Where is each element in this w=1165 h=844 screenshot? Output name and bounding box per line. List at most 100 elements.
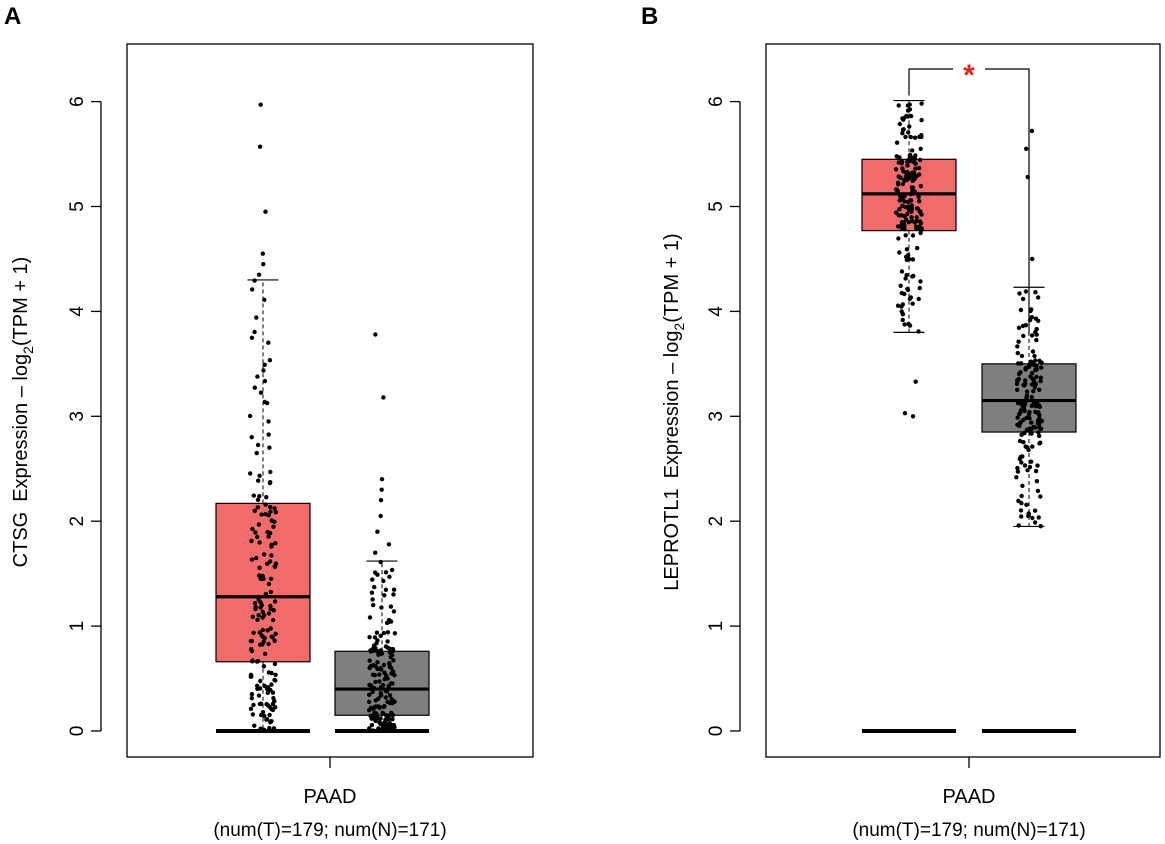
sample-point — [1034, 367, 1039, 372]
sample-point — [377, 679, 382, 684]
y-tick-label: 3 — [706, 411, 727, 422]
sample-point — [906, 130, 911, 135]
sample-point — [380, 710, 385, 715]
sample-point — [370, 689, 375, 695]
panel-a-label: A — [4, 3, 21, 30]
sample-point — [269, 634, 274, 639]
sample-point — [385, 639, 390, 644]
sample-point — [1027, 426, 1033, 431]
sample-point — [1037, 404, 1043, 409]
sample-point — [905, 114, 910, 119]
sample-point — [266, 670, 272, 675]
sample-point — [1026, 513, 1032, 518]
sample-point — [256, 522, 262, 527]
sample-point — [915, 206, 920, 211]
panel-a-y-sub: 2 — [20, 346, 36, 354]
panel-b-x-category: PAAD — [943, 786, 996, 808]
sample-point — [910, 257, 916, 262]
sample-point — [1022, 408, 1027, 413]
sample-point — [1022, 381, 1028, 386]
sample-point — [1017, 438, 1023, 444]
sample-point — [908, 134, 913, 140]
sample-point — [900, 166, 905, 171]
sample-point — [266, 534, 271, 539]
sample-point — [255, 374, 260, 379]
box-normal — [981, 363, 1077, 433]
sample-point — [249, 335, 255, 340]
sample-point — [1018, 361, 1024, 366]
sample-point — [261, 664, 267, 669]
sample-point — [907, 124, 912, 129]
sample-point — [265, 628, 270, 633]
sample-point — [377, 672, 382, 677]
sample-point — [1034, 374, 1039, 379]
sample-point — [272, 599, 278, 604]
panel-a-x-subtitle: (num(T)=179; num(N)=171) — [213, 820, 446, 841]
sample-point — [902, 227, 907, 232]
outlier-point — [1030, 256, 1035, 262]
sample-point — [383, 695, 388, 700]
sample-point — [270, 690, 276, 695]
sample-point — [900, 317, 905, 323]
sample-point — [259, 512, 264, 517]
sample-point — [370, 728, 376, 733]
sample-point — [266, 432, 271, 437]
sample-point — [265, 717, 270, 722]
sample-point — [391, 587, 397, 592]
sample-point — [900, 312, 906, 317]
sample-point — [912, 135, 918, 140]
sample-point — [367, 726, 372, 731]
panel-b-plot-area: * — [861, 59, 1077, 733]
outlier-point — [1029, 128, 1035, 134]
sample-point — [1015, 415, 1020, 420]
sample-point — [916, 296, 921, 302]
y-tick-label: 0 — [706, 726, 727, 737]
sample-point — [248, 706, 254, 711]
sample-point — [267, 358, 273, 363]
sample-point — [918, 221, 924, 226]
sample-point — [265, 703, 270, 708]
panel-a-plot-area — [215, 102, 430, 734]
sample-point — [368, 713, 373, 719]
sample-point — [385, 630, 391, 635]
sample-point — [373, 718, 378, 724]
sample-point — [265, 685, 271, 690]
sample-point — [905, 103, 911, 108]
sample-point — [388, 725, 393, 730]
sample-point — [1036, 515, 1041, 520]
sample-point — [1018, 408, 1024, 413]
sample-point — [1019, 500, 1024, 506]
sample-point — [390, 646, 396, 652]
sample-point — [255, 659, 261, 664]
panel-b-y-gene: LEPROTL1 — [661, 488, 683, 590]
sample-point — [905, 286, 910, 292]
sample-point — [368, 648, 373, 653]
sample-point — [249, 674, 254, 679]
sample-point — [267, 445, 272, 450]
sample-point — [897, 207, 902, 212]
sample-point — [249, 538, 254, 544]
sample-point — [370, 672, 376, 677]
sample-point — [373, 664, 378, 669]
sample-point — [1029, 431, 1034, 436]
sample-point — [1037, 387, 1042, 392]
sample-point — [918, 183, 924, 189]
sample-point — [1021, 440, 1026, 445]
sample-point — [264, 495, 269, 500]
sample-point — [268, 504, 273, 510]
sample-point — [387, 663, 392, 668]
sample-point — [255, 617, 260, 622]
sample-point — [917, 199, 922, 204]
sample-point — [1021, 333, 1026, 339]
sample-point — [906, 199, 911, 205]
sample-point — [913, 166, 918, 171]
sample-point — [1031, 377, 1036, 382]
sample-point — [1029, 403, 1035, 408]
sample-point — [265, 690, 271, 695]
sample-point — [899, 290, 904, 296]
sample-point — [908, 295, 914, 300]
outlier-point — [913, 379, 918, 384]
sample-point — [384, 620, 390, 626]
sample-point — [1035, 418, 1041, 424]
sample-point — [895, 224, 901, 229]
